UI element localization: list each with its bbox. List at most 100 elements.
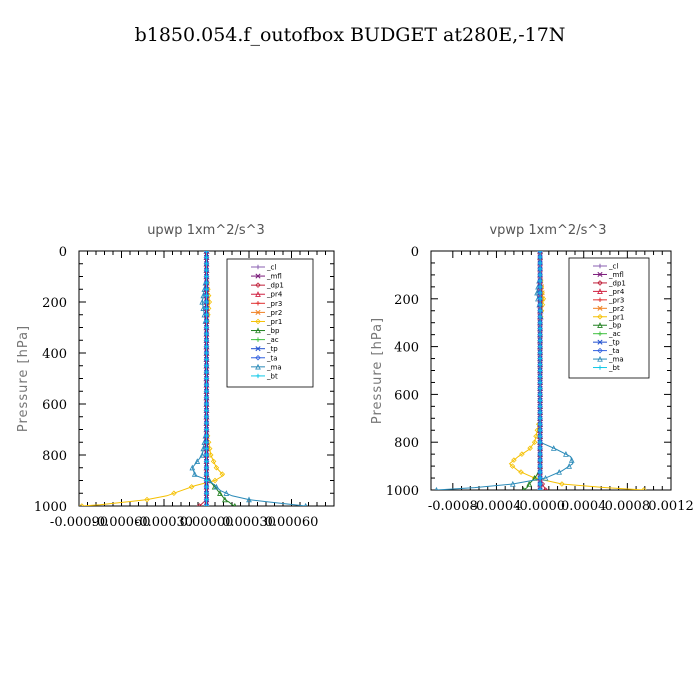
data-point: [563, 451, 569, 457]
data-point: [518, 469, 524, 475]
legend-label: _dp1: [608, 279, 626, 287]
legend-label: _pr1: [608, 313, 624, 321]
legend: _cl_mfl_dp1_pr4_pr3_pr2_pr1_bp_ac_tp_ta_…: [226, 258, 314, 388]
x-tick-label: 0.00060: [265, 515, 319, 530]
data-point: [204, 306, 209, 311]
series-bt: [204, 251, 209, 506]
legend: _cl_mfl_dp1_pr4_pr3_pr2_pr1_bp_ac_tp_ta_…: [568, 257, 650, 379]
legend-label: _pr4: [608, 288, 625, 296]
legend-label: _ma: [266, 363, 282, 371]
y-axis-label: Pressure [hPa]: [16, 325, 31, 432]
data-point: [204, 433, 209, 439]
data-point: [566, 463, 573, 469]
y-axis-label: Pressure [hPa]: [370, 317, 385, 424]
series-ma: [434, 251, 575, 490]
data-point: [204, 414, 209, 419]
data-point: [537, 451, 543, 457]
legend-marker: [597, 271, 603, 278]
data-point: [204, 312, 209, 317]
legend-marker: [255, 355, 261, 361]
data-point: [204, 459, 209, 464]
data-point: [199, 298, 206, 305]
series-line: [436, 251, 574, 490]
data-point: [204, 274, 209, 279]
legend-marker: [255, 301, 261, 306]
legend-marker: [597, 305, 603, 311]
data-point: [537, 254, 543, 260]
data-point: [537, 344, 543, 349]
legend-marker: [597, 314, 603, 320]
legend-label: _pr4: [266, 291, 283, 299]
data-point: [171, 490, 177, 497]
legend-label: _bt: [608, 364, 620, 372]
y-tick-label: 1000: [386, 484, 419, 499]
data-point: [204, 363, 209, 368]
data-point: [537, 278, 543, 284]
legend-marker: [255, 373, 261, 379]
data-point: [537, 422, 543, 427]
data-point: [204, 408, 209, 413]
y-tick-label: 800: [42, 449, 67, 464]
data-point: [537, 392, 543, 397]
data-point: [542, 474, 549, 481]
data-point: [537, 428, 543, 433]
data-point: [204, 287, 209, 292]
data-point: [203, 503, 210, 506]
data-point: [144, 496, 150, 503]
x-tick-label: 0.0008: [605, 499, 651, 514]
x-tick-label: -0.00090: [50, 515, 108, 530]
figure-title: b1850.054.f_outofbox BUDGET at280E,-17N: [135, 24, 566, 46]
data-point: [519, 451, 525, 457]
y-tick-label: 600: [394, 388, 419, 403]
data-point: [210, 458, 217, 465]
data-point: [537, 386, 543, 391]
y-tick-label: 1000: [34, 500, 67, 515]
data-point: [509, 463, 516, 469]
data-point: [204, 465, 209, 470]
data-point: [537, 332, 543, 337]
data-point: [189, 464, 196, 471]
legend-marker: [597, 322, 603, 328]
data-point: [204, 503, 209, 506]
y-tick-label: 400: [394, 341, 419, 356]
legend-marker: [255, 273, 261, 279]
data-point: [204, 471, 209, 477]
legend-label: _pr1: [266, 318, 282, 326]
panel-title: vpwp 1xm^2/s^3: [489, 223, 606, 238]
data-point: [204, 401, 209, 407]
legend-label: _pr2: [608, 305, 624, 313]
data-point: [526, 480, 533, 487]
data-point: [537, 296, 543, 301]
data-point: [537, 326, 543, 331]
x-tick-label: -0.0008: [428, 499, 478, 514]
legend-label: _ac: [266, 336, 279, 344]
plot-area: [434, 251, 647, 490]
data-point: [204, 452, 209, 458]
data-point: [537, 404, 543, 409]
legend-marker: [255, 327, 261, 334]
data-point: [537, 290, 543, 296]
data-point: [204, 440, 209, 445]
data-point: [537, 487, 543, 490]
y-tick-label: 400: [42, 347, 67, 362]
data-point: [204, 267, 209, 273]
data-point: [537, 434, 543, 439]
legend-label: _ta: [266, 354, 278, 362]
legend-marker: [255, 291, 261, 297]
legend-label: _pr2: [266, 309, 282, 317]
data-point: [537, 308, 543, 313]
data-point: [537, 481, 543, 487]
legend-label: _bt: [266, 372, 278, 380]
data-point: [537, 463, 543, 469]
panel-title: upwp 1xm^2/s^3: [147, 223, 265, 238]
legend-marker: [597, 263, 603, 269]
legend-label: _cl: [608, 263, 618, 271]
data-point: [204, 318, 209, 324]
data-point: [537, 266, 543, 272]
chart-panel-2: vpwp 1xm^2/s^3 Pressure [hPa] 0 200 400 600 80…: [370, 223, 694, 514]
data-point: [204, 497, 209, 502]
chart-panel-1: upwp 1xm^2/s^3 Pressure [hPa] 0 200 400 600 80…: [16, 223, 335, 530]
data-point: [204, 331, 209, 337]
x-tick-label: 0.00000: [180, 515, 234, 530]
